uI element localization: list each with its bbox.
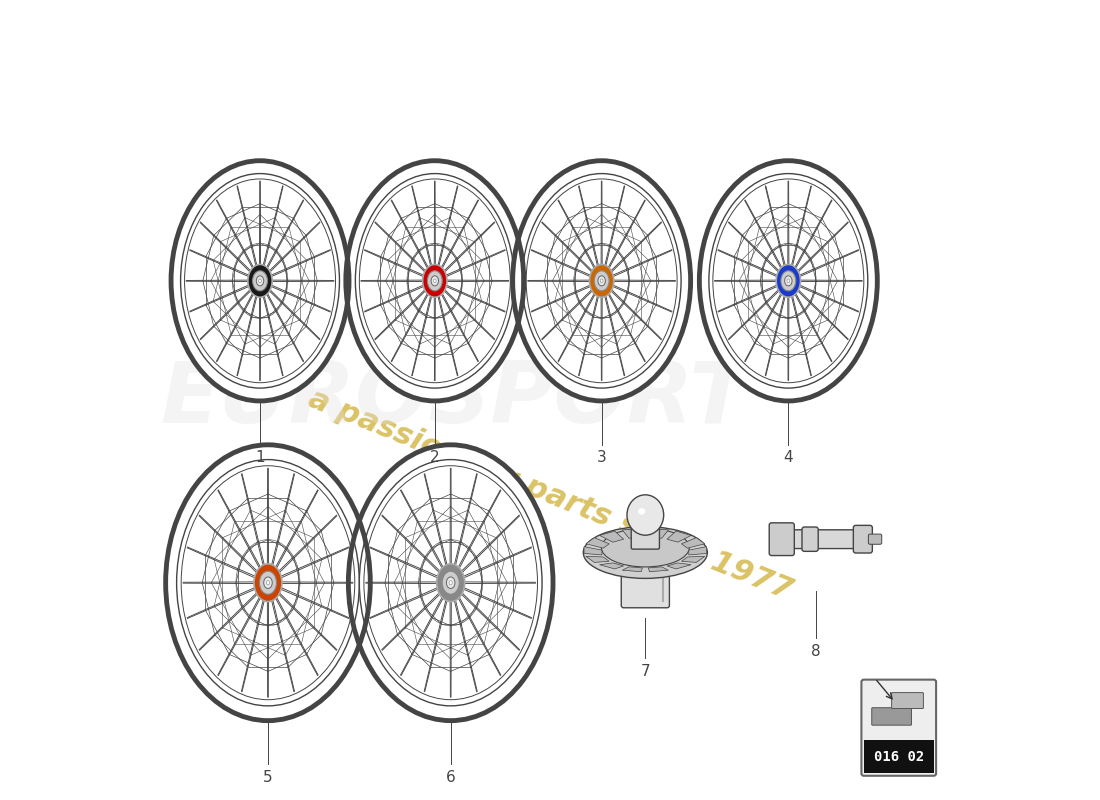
Text: 1: 1 bbox=[255, 450, 265, 466]
Ellipse shape bbox=[777, 265, 801, 298]
Polygon shape bbox=[586, 538, 609, 548]
Ellipse shape bbox=[447, 577, 455, 589]
Ellipse shape bbox=[601, 279, 603, 282]
Ellipse shape bbox=[256, 276, 264, 286]
Polygon shape bbox=[648, 567, 669, 572]
Polygon shape bbox=[586, 556, 609, 562]
FancyBboxPatch shape bbox=[861, 680, 936, 776]
Polygon shape bbox=[667, 531, 691, 542]
Ellipse shape bbox=[254, 564, 282, 602]
Ellipse shape bbox=[784, 276, 792, 286]
Ellipse shape bbox=[264, 577, 272, 589]
Ellipse shape bbox=[431, 276, 439, 286]
Ellipse shape bbox=[598, 276, 605, 286]
Polygon shape bbox=[623, 567, 642, 572]
Polygon shape bbox=[667, 563, 691, 569]
Ellipse shape bbox=[638, 508, 646, 514]
Text: a passion for parts since 1977: a passion for parts since 1977 bbox=[304, 385, 796, 606]
Text: EUROSPORT: EUROSPORT bbox=[161, 358, 749, 442]
FancyBboxPatch shape bbox=[892, 693, 923, 709]
Ellipse shape bbox=[428, 271, 442, 291]
Ellipse shape bbox=[449, 581, 452, 585]
FancyBboxPatch shape bbox=[769, 523, 794, 555]
Ellipse shape bbox=[422, 265, 447, 298]
Ellipse shape bbox=[258, 279, 262, 282]
Ellipse shape bbox=[253, 271, 267, 291]
Ellipse shape bbox=[786, 279, 790, 282]
Text: 7: 7 bbox=[640, 664, 650, 678]
Ellipse shape bbox=[700, 161, 878, 401]
Ellipse shape bbox=[513, 161, 691, 401]
Ellipse shape bbox=[433, 279, 437, 282]
Ellipse shape bbox=[266, 581, 270, 585]
Polygon shape bbox=[584, 546, 602, 555]
Ellipse shape bbox=[442, 571, 459, 594]
FancyBboxPatch shape bbox=[854, 526, 872, 553]
Text: 016 02: 016 02 bbox=[873, 750, 924, 764]
Ellipse shape bbox=[166, 445, 371, 721]
Ellipse shape bbox=[594, 271, 609, 291]
Polygon shape bbox=[682, 538, 705, 548]
Text: 2: 2 bbox=[430, 450, 440, 466]
Text: 4: 4 bbox=[783, 450, 793, 466]
Polygon shape bbox=[600, 563, 624, 569]
Polygon shape bbox=[648, 528, 669, 538]
Text: 5: 5 bbox=[263, 770, 273, 785]
FancyBboxPatch shape bbox=[872, 708, 912, 725]
Polygon shape bbox=[600, 531, 624, 542]
FancyBboxPatch shape bbox=[802, 527, 818, 551]
Polygon shape bbox=[682, 556, 705, 562]
Polygon shape bbox=[689, 546, 706, 555]
Bar bbox=[864, 741, 934, 774]
Ellipse shape bbox=[583, 526, 707, 578]
Ellipse shape bbox=[590, 265, 614, 298]
Text: 3: 3 bbox=[597, 450, 606, 466]
Ellipse shape bbox=[345, 161, 524, 401]
Ellipse shape bbox=[781, 271, 795, 291]
FancyBboxPatch shape bbox=[868, 534, 882, 544]
FancyBboxPatch shape bbox=[621, 548, 670, 608]
Ellipse shape bbox=[172, 161, 349, 401]
Ellipse shape bbox=[627, 495, 663, 535]
Ellipse shape bbox=[437, 564, 464, 602]
Ellipse shape bbox=[248, 265, 272, 298]
Polygon shape bbox=[623, 528, 642, 538]
FancyBboxPatch shape bbox=[781, 530, 864, 549]
FancyBboxPatch shape bbox=[631, 522, 659, 549]
Ellipse shape bbox=[349, 445, 553, 721]
Ellipse shape bbox=[260, 571, 276, 594]
Text: 8: 8 bbox=[812, 644, 821, 659]
Ellipse shape bbox=[602, 528, 690, 567]
Text: 6: 6 bbox=[446, 770, 455, 785]
